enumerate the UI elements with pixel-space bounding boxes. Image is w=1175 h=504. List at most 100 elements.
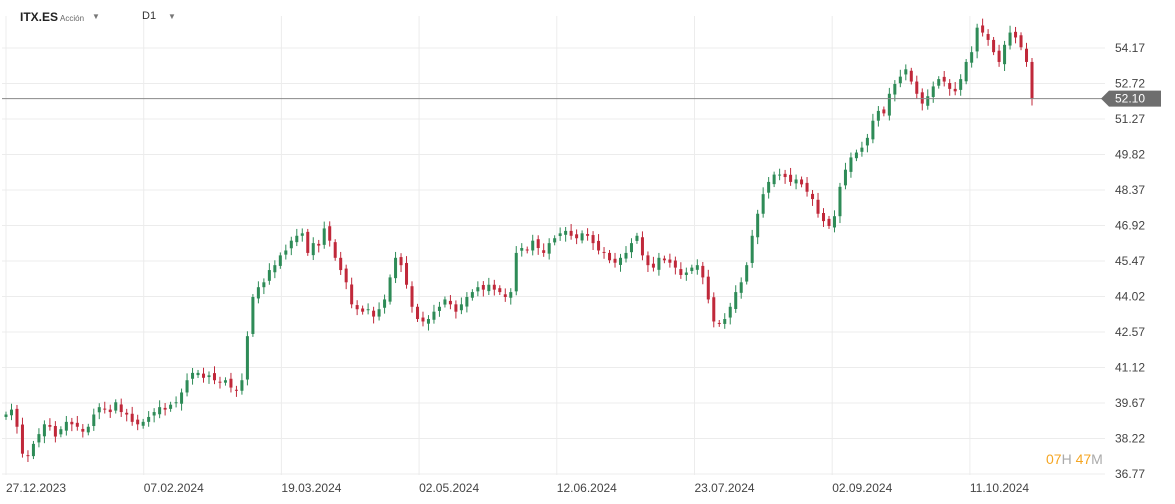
candle-body <box>223 380 227 383</box>
candle-body <box>525 249 529 251</box>
candle-body <box>536 239 540 249</box>
y-tick-label: 49.82 <box>1115 148 1145 162</box>
y-tick-label: 36.77 <box>1115 467 1145 481</box>
candle-body <box>284 250 288 255</box>
candle-body <box>152 412 156 416</box>
x-tick-label: 23.07.2024 <box>695 481 755 495</box>
y-tick-label: 46.92 <box>1115 219 1145 233</box>
candle-body <box>218 381 222 383</box>
candle-body <box>964 61 968 82</box>
candle-body <box>70 421 74 425</box>
candle-body <box>169 404 173 409</box>
y-tick-label: 41.12 <box>1115 361 1145 375</box>
candle-body <box>86 426 90 433</box>
candle-body <box>558 233 562 237</box>
candle-body <box>31 443 35 457</box>
candle-body <box>163 407 167 410</box>
candle-body <box>723 319 727 324</box>
candle-countdown: 07H 47M <box>1046 451 1103 467</box>
x-tick-label: 27.12.2023 <box>6 481 66 495</box>
x-tick-label: 12.06.2024 <box>557 481 617 495</box>
candle-body <box>1003 44 1007 65</box>
candle-body <box>125 412 129 415</box>
candle-body <box>9 409 13 416</box>
candle-body <box>174 402 178 404</box>
candle-body <box>695 265 699 270</box>
candle-body <box>42 424 46 437</box>
candle-body <box>97 407 101 413</box>
candle-body <box>147 416 151 422</box>
candle-body <box>136 419 140 425</box>
candle-body <box>476 287 480 292</box>
grid-lines <box>2 16 1105 475</box>
y-tick-label: 51.27 <box>1115 112 1145 126</box>
symbol-dropdown-chevron-icon[interactable]: ▼ <box>92 12 100 21</box>
candle-body <box>811 193 815 200</box>
candle-body <box>959 79 963 90</box>
candle-body <box>635 235 639 241</box>
candle-body <box>778 174 782 176</box>
candle-body <box>909 70 913 82</box>
candle-body <box>553 238 557 243</box>
candle-body <box>317 243 321 246</box>
candle-body <box>997 50 1001 62</box>
candle-body <box>4 414 8 417</box>
countdown-hours-unit: H <box>1061 451 1072 467</box>
candle-body <box>717 322 721 324</box>
current-price-tag <box>1101 90 1161 107</box>
candle-body <box>443 299 447 305</box>
candle-body <box>794 179 798 184</box>
candle-body <box>295 235 299 243</box>
candle-body <box>624 252 628 259</box>
candle-body <box>542 250 546 253</box>
candle-body <box>783 173 787 178</box>
candle-body <box>492 284 496 290</box>
candle-body <box>114 402 118 411</box>
candle-body <box>388 277 392 302</box>
y-tick-label: 52.72 <box>1115 77 1145 91</box>
candle-body <box>448 300 452 305</box>
candle-body <box>59 429 63 435</box>
y-tick-label: 38.22 <box>1115 432 1145 446</box>
candle-body <box>942 76 946 82</box>
symbol-label[interactable]: ITX.ES <box>20 10 59 24</box>
candle-body <box>767 181 771 193</box>
candle-body <box>646 255 650 266</box>
candle-body <box>262 282 266 288</box>
candle-body <box>876 110 880 121</box>
candle-body <box>953 88 957 92</box>
candle-body <box>1030 61 1034 99</box>
candle-body <box>37 434 41 443</box>
candle-body <box>838 186 842 217</box>
candle-body <box>926 96 930 106</box>
candle-body <box>432 311 436 320</box>
candle-body <box>608 252 612 261</box>
current-price-line-group: 52.10 <box>2 90 1161 107</box>
candle-body <box>328 226 332 241</box>
timeframe-dropdown-chevron-icon[interactable]: ▼ <box>168 12 176 21</box>
candle-body <box>399 257 403 266</box>
candle-body <box>1019 35 1023 48</box>
candle-body <box>459 304 463 311</box>
candle-body <box>273 265 277 273</box>
candle-body <box>734 292 738 309</box>
x-tick-label: 02.09.2024 <box>832 481 892 495</box>
candle-body <box>706 276 710 300</box>
candle-body <box>339 257 343 271</box>
x-axis-labels: 27.12.2023 07.02.2024 19.03.2024 02.05.2024… <box>6 481 1029 495</box>
candle-body <box>141 421 145 426</box>
candle-body <box>679 269 683 275</box>
candle-body <box>992 39 996 53</box>
candle-body <box>948 83 952 89</box>
timeframe-label[interactable]: D1 <box>142 10 157 22</box>
candle-body <box>366 309 370 311</box>
candle-body <box>322 228 326 245</box>
candle-body <box>887 93 891 116</box>
candle-body <box>651 263 655 268</box>
candle-body <box>629 243 633 253</box>
candle-body <box>640 237 644 256</box>
candle-body <box>26 455 30 457</box>
candle-body <box>860 147 864 152</box>
candle-body <box>1014 31 1018 38</box>
